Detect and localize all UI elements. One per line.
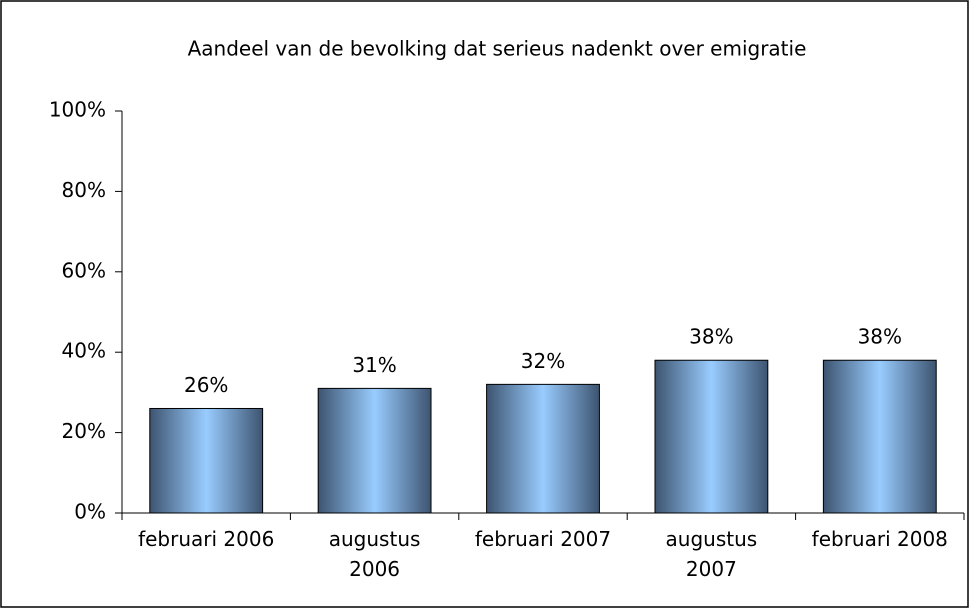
x-tick-label: augustus 2006 xyxy=(328,527,421,581)
bar xyxy=(822,359,937,514)
y-tick-label: 100% xyxy=(49,98,106,122)
value-label: 38% xyxy=(858,325,902,349)
value-label: 26% xyxy=(184,373,228,397)
y-tick-label: 80% xyxy=(62,178,106,202)
value-label: 32% xyxy=(521,349,565,373)
y-tick-label: 0% xyxy=(74,500,106,524)
bar xyxy=(149,407,264,514)
x-tick-label: februari 2006 xyxy=(138,527,275,551)
bar xyxy=(317,387,432,514)
y-tick-label: 60% xyxy=(62,258,106,282)
x-tick-label: augustus 2007 xyxy=(665,527,758,581)
chart-title: Aandeel van de bevolking dat serieus nad… xyxy=(188,37,807,61)
value-label: 38% xyxy=(689,325,733,349)
bar xyxy=(486,383,600,514)
bar xyxy=(654,359,769,514)
y-tick-label: 20% xyxy=(62,419,106,443)
y-tick-label: 40% xyxy=(62,339,106,363)
x-tick-label: februari 2008 xyxy=(811,527,948,551)
x-tick-label: februari 2007 xyxy=(474,527,612,551)
value-label: 31% xyxy=(352,353,396,377)
